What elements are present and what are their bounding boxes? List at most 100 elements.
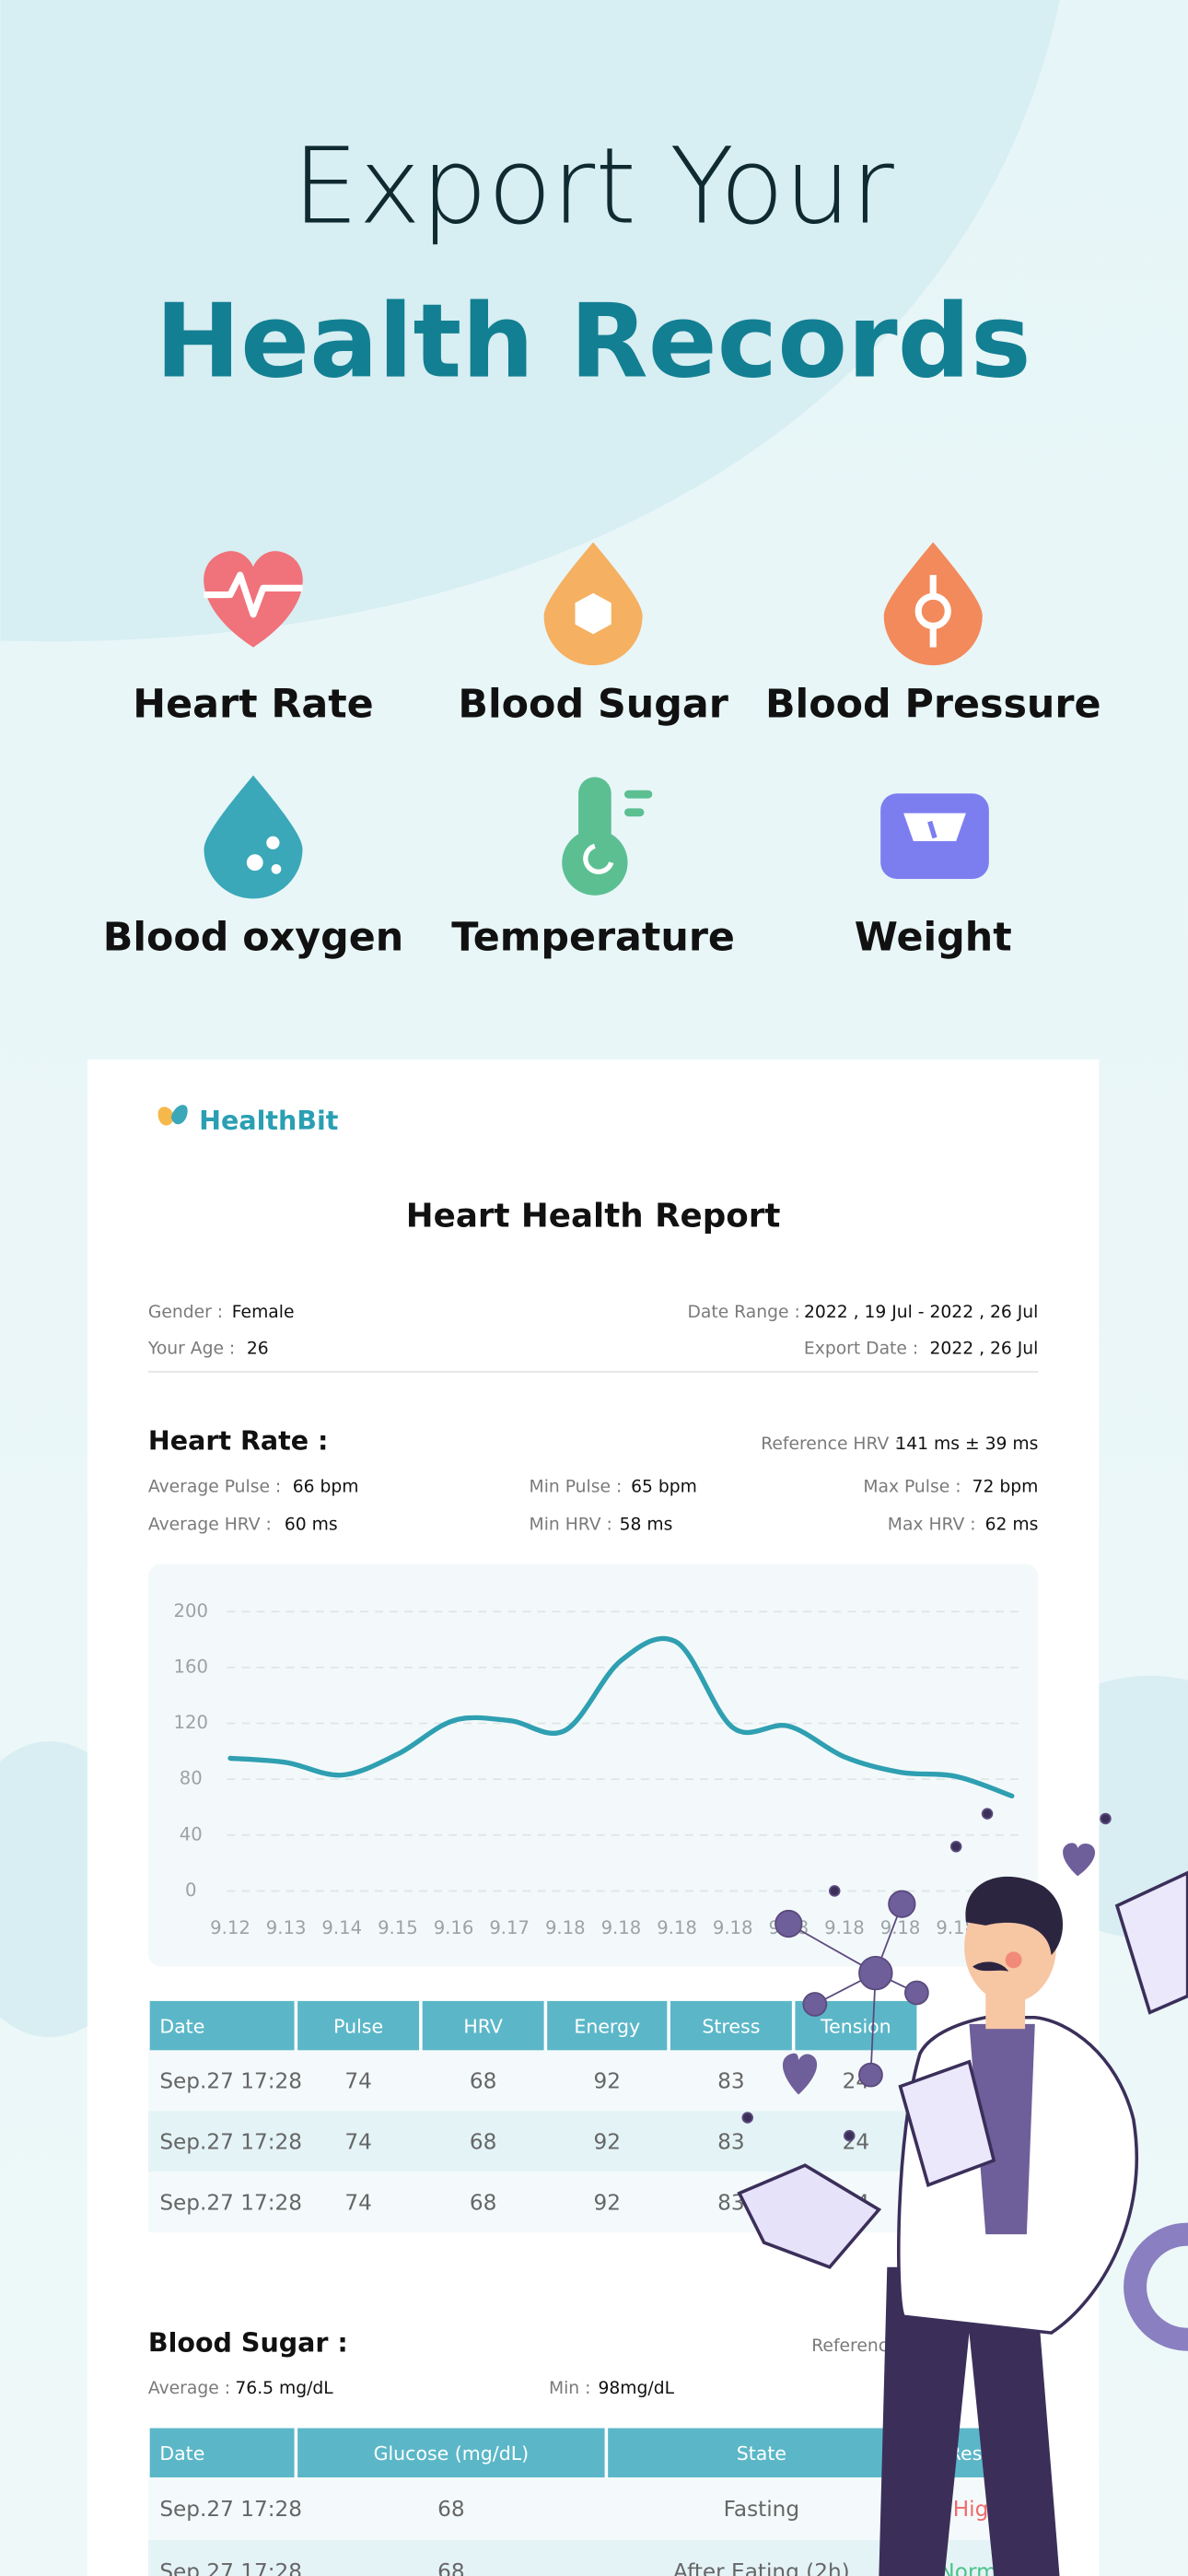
info-value: Female: [232, 1303, 295, 1322]
stat-label: Max HRV :: [888, 1515, 976, 1534]
stat-label: Average :: [148, 2379, 230, 2398]
table-cell: 92: [594, 2191, 622, 2216]
stat-value: 58 ms: [620, 1515, 673, 1534]
y-tick-label: 120: [174, 1712, 208, 1733]
x-tick-label: 9.15: [378, 1917, 418, 1938]
table-header-cell: [149, 2000, 295, 2051]
heart-stats: Reference HRV : 141 ms ± 39 ms Average P…: [148, 1434, 1038, 1534]
feature-label: Blood oxygen: [103, 914, 404, 960]
network-decoration-part: [828, 1885, 841, 1897]
y-tick-label: 40: [180, 1823, 203, 1844]
stat-value: 141 ms ± 39 ms: [895, 1434, 1038, 1454]
table-header: State: [737, 2442, 786, 2465]
heart-table: Date Pulse HRV Energy Stress Tension Sep.27 17…: [147, 2000, 1039, 2233]
doctor-part: [879, 2266, 1060, 2576]
feature-labels: Heart Rate Blood Sugar Blood Pressure Blood…: [103, 681, 1101, 960]
x-tick-label: 9.18: [880, 1917, 921, 1938]
table-row: [147, 2050, 1039, 2112]
doctor-part: [898, 2059, 996, 2187]
network-decoration-part: [1100, 1812, 1112, 1825]
network-decoration-part: [844, 2129, 856, 2142]
table-cell: 68: [470, 2191, 497, 2216]
doctor-part: [737, 2163, 882, 2269]
chart: 0 40 80 120 160 200 9.12 9.13 9.14 9.15 9.16 9.17 9.…: [174, 1600, 1019, 1938]
table-header: Stress: [702, 2015, 760, 2037]
table-cell: 68: [470, 2069, 497, 2094]
x-tick-label: 9.14: [321, 1917, 362, 1938]
report-info: Gender : Female Your Age : 26 Date Range…: [147, 1303, 1038, 1358]
heart-icon-part: [204, 571, 303, 618]
stat-value: 98mg/dL: [598, 2379, 674, 2398]
section-heading: Blood Sugar :: [148, 2328, 348, 2359]
y-tick-label: 200: [174, 1600, 208, 1622]
table-cell: 68: [470, 2130, 497, 2155]
table-header-cell: [422, 2000, 544, 2051]
stat-label: Min HRV :: [530, 1515, 612, 1534]
y-tick-label: 0: [185, 1879, 196, 1901]
network-decoration-part: [888, 1890, 916, 1918]
stat-value: 72 bpm: [973, 1477, 1039, 1496]
report-title: Heart Health Report: [406, 1197, 781, 1235]
feature-label: Blood Pressure: [765, 681, 1101, 727]
info-label: Export Date :: [804, 1339, 918, 1358]
sugar-icon-part: [575, 592, 611, 635]
table-header-cell: [670, 2000, 792, 2051]
x-tick-label: 9.16: [434, 1917, 474, 1938]
network-decoration-part: [904, 1980, 929, 2006]
stat-value: 65 bpm: [631, 1477, 697, 1496]
sugar-icon: [543, 542, 643, 666]
brand-logo: [157, 1105, 188, 1126]
heart-icon: [204, 551, 303, 648]
brand-name: HealthBit: [199, 1106, 338, 1136]
y-tick-label: 160: [174, 1656, 208, 1677]
oxygen-icon-part: [266, 836, 280, 849]
pressure-icon-part: [883, 542, 983, 666]
stat-value: 66 bpm: [293, 1477, 359, 1496]
x-tick-label: 9.18: [601, 1917, 642, 1938]
stat-label: Reference: [811, 2336, 898, 2356]
x-tick-label: 9.12: [210, 1917, 250, 1938]
network-decoration-part: [782, 2053, 818, 2095]
table-header: HRV: [463, 2015, 503, 2037]
brand-logo-part: [170, 1105, 188, 1125]
brand-logo-part: [157, 1107, 175, 1126]
table-cell: 68: [437, 2559, 465, 2576]
oxygen-icon-part: [271, 863, 282, 874]
table-cell: 74: [344, 2130, 372, 2155]
stat-value: 62 ms: [985, 1515, 1039, 1534]
stat-label: Average HRV :: [148, 1515, 272, 1534]
x-tick-label: 9.13: [266, 1917, 307, 1938]
table-cell: 74: [344, 2069, 372, 2094]
headline-accent: Health Records: [156, 282, 1031, 401]
network-decoration-part: [949, 1841, 962, 1853]
table-header-cell: [297, 2000, 420, 2051]
stat-label: Max Pulse :: [863, 1477, 961, 1496]
temperature-icon-part: [562, 829, 628, 896]
network-decoration: [741, 1808, 1112, 2142]
table-header: Tension: [820, 2015, 891, 2037]
weight-icon-part: [903, 813, 966, 841]
info-value: 26: [247, 1339, 269, 1358]
table-cell: Sep.27 17:28: [159, 2130, 302, 2155]
table-cell: 92: [594, 2069, 622, 2094]
table-cell: 83: [717, 2069, 745, 2094]
x-tick-label: 9.18: [824, 1917, 865, 1938]
table-cell: Sep.27 17:28: [159, 2559, 302, 2576]
info-value: 2022 , 26 Jul: [930, 1339, 1039, 1358]
weight-icon: [880, 793, 989, 879]
table-cell: 92: [594, 2130, 622, 2155]
table-cell: Sep.27 17:28: [159, 2497, 302, 2522]
temperature-icon-part: [623, 808, 645, 817]
network-decoration-part: [981, 1808, 994, 1820]
stat-label: Average Pulse :: [148, 1477, 281, 1496]
info-label: Your Age :: [147, 1339, 235, 1358]
network-decoration-part: [858, 1955, 893, 1991]
network-decoration-part: [741, 2112, 753, 2124]
x-tick-label: 9.18: [545, 1917, 586, 1938]
info-label: Date Range :: [688, 1303, 800, 1322]
table-header-cell: [297, 2428, 605, 2478]
feature-label: Temperature: [451, 914, 735, 960]
x-tick-label: 9.18: [657, 1917, 697, 1938]
x-tick-label: 9.18: [713, 1917, 753, 1938]
